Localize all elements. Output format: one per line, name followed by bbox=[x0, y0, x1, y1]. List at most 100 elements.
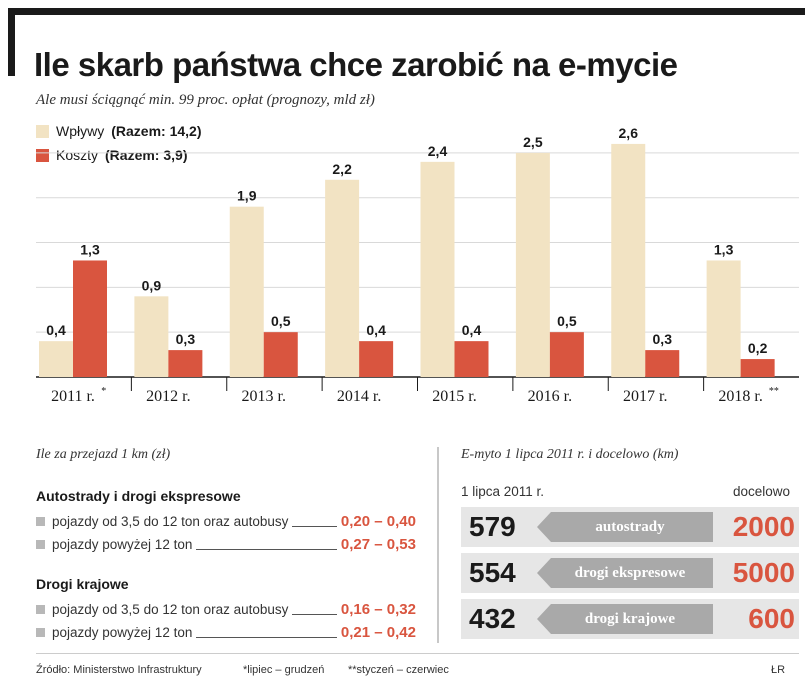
legend-item-koszty: Koszty (Razem: 3,9) bbox=[36, 147, 187, 163]
chart-subtitle: Ale musi ściągnąć min. 99 proc. opłat (p… bbox=[36, 92, 375, 108]
data-label: 1,3 bbox=[714, 241, 734, 257]
footer-source: Źródło: Ministerstwo Infrastruktury bbox=[36, 664, 202, 676]
data-label: 1,9 bbox=[237, 188, 257, 204]
footer-note-2: **styczeń – czerwiec bbox=[348, 664, 449, 676]
x-tick-label: 2013 r. bbox=[242, 388, 286, 405]
x-tick-footnote-mark: * bbox=[101, 386, 106, 397]
emyto-row-autostrady: 579 autostrady 2000 bbox=[461, 507, 799, 547]
rate-label: pojazdy powyżej 12 ton bbox=[52, 624, 193, 640]
rate-leader-line bbox=[196, 538, 337, 550]
emyto-road-type: drogi krajowe bbox=[584, 611, 676, 627]
frame-left-border bbox=[8, 8, 15, 76]
legend-label-wplywy: Wpływy bbox=[56, 123, 105, 139]
chart-title: Ile skarb państwa chce zarobić na e-myci… bbox=[34, 46, 678, 83]
rate-row: pojazdy od 3,5 do 12 ton oraz autobusy 0… bbox=[36, 600, 416, 618]
data-label: 2,2 bbox=[332, 161, 352, 177]
data-label: 2,4 bbox=[428, 143, 448, 159]
rate-row: pojazdy od 3,5 do 12 ton oraz autobusy 0… bbox=[36, 512, 416, 530]
bar-koszty bbox=[359, 341, 394, 377]
data-label: 2,6 bbox=[619, 125, 639, 141]
emyto-start-km: 579 bbox=[469, 511, 516, 542]
rates-group-title: Autostrady i drogi ekspresowe bbox=[36, 488, 241, 504]
data-label: 0,4 bbox=[46, 322, 66, 338]
rate-label: pojazdy od 3,5 do 12 ton oraz autobusy bbox=[52, 601, 289, 617]
emyto-row-krajowe: 432 drogi krajowe 600 bbox=[461, 599, 799, 639]
bar-koszty bbox=[549, 332, 584, 377]
emyto-col-start: 1 lipca 2011 r. bbox=[461, 484, 545, 499]
bar-wplywy bbox=[611, 143, 646, 377]
footer-divider bbox=[36, 653, 799, 654]
emyto-title: E-myto 1 lipca 2011 r. i docelowo (km) bbox=[461, 447, 679, 462]
bar-wplywy bbox=[134, 296, 169, 377]
data-label: 0,5 bbox=[271, 313, 291, 329]
emyto-target-km: 5000 bbox=[732, 557, 795, 588]
x-tick-label: 2016 r. bbox=[528, 388, 572, 405]
x-tick-footnote-mark: ** bbox=[769, 386, 779, 397]
data-label: 0,4 bbox=[462, 322, 482, 338]
legend-item-wplywy: Wpływy (Razem: 14,2) bbox=[36, 123, 202, 139]
rate-bullet bbox=[36, 627, 45, 637]
emyto-arrow bbox=[537, 604, 713, 634]
legend-swatch-koszty bbox=[36, 148, 49, 162]
rate-leader-line bbox=[292, 515, 337, 527]
emyto-arrow bbox=[537, 512, 713, 542]
data-label: 0,4 bbox=[366, 322, 386, 338]
x-tick-label: 2014 r. bbox=[337, 388, 381, 405]
legend-total-koszty: (Razem: 3,9) bbox=[105, 147, 188, 163]
rate-value: 0,21 – 0,42 bbox=[340, 623, 416, 641]
rate-row: pojazdy powyżej 12 ton 0,27 – 0,53 bbox=[36, 535, 416, 553]
bar-koszty bbox=[73, 260, 107, 377]
bar-koszty bbox=[263, 332, 298, 377]
bar-koszty bbox=[645, 350, 680, 377]
data-label: 2,5 bbox=[523, 134, 543, 150]
rate-label: pojazdy powyżej 12 ton bbox=[52, 536, 193, 552]
section-divider bbox=[437, 447, 439, 643]
emyto-col-target: docelowo bbox=[733, 484, 791, 499]
footer-note-1: *lipiec – grudzeń bbox=[243, 664, 325, 676]
x-tick-label: 2011 r. bbox=[51, 388, 95, 405]
emyto-arrow bbox=[537, 558, 713, 588]
data-label: 0,9 bbox=[142, 277, 162, 293]
bar-chart: 0,4 1,3 2011 r. * 0,9 0,3 2012 r. 1,9 0,5 2013 r.… bbox=[36, 125, 799, 405]
emyto-start-km: 432 bbox=[469, 603, 516, 634]
bar-wplywy bbox=[515, 152, 550, 377]
x-tick-label: 2015 r. bbox=[432, 388, 476, 405]
rate-bullet bbox=[36, 516, 45, 526]
data-label: 1,3 bbox=[80, 241, 100, 257]
frame-top-border bbox=[8, 8, 805, 15]
bar-wplywy bbox=[229, 206, 264, 377]
footer-author: ŁR bbox=[771, 664, 786, 676]
emyto-road-type: drogi ekspresowe bbox=[574, 565, 686, 581]
emyto-target-km: 600 bbox=[748, 603, 795, 634]
bar-wplywy bbox=[420, 161, 455, 377]
rates-title: Ile za przejazd 1 km (zł) bbox=[36, 447, 171, 462]
legend-total-wplywy: (Razem: 14,2) bbox=[111, 123, 202, 139]
bar-koszty bbox=[740, 359, 775, 377]
x-tick-label: 2018 r. bbox=[718, 388, 762, 405]
rate-label: pojazdy od 3,5 do 12 ton oraz autobusy bbox=[52, 513, 289, 529]
rate-row: pojazdy powyżej 12 ton 0,21 – 0,42 bbox=[36, 623, 416, 641]
data-label: 0,2 bbox=[748, 340, 768, 356]
x-tick-label: 2012 r. bbox=[146, 388, 190, 405]
rate-leader-line bbox=[196, 626, 337, 638]
rate-bullet bbox=[36, 539, 45, 549]
emyto-row-ekspresowe: 554 drogi ekspresowe 5000 bbox=[461, 553, 799, 593]
emyto-target-km: 2000 bbox=[732, 511, 795, 542]
legend-swatch-wplywy bbox=[36, 124, 49, 138]
legend-label-koszty: Koszty bbox=[56, 147, 99, 163]
bar-koszty bbox=[168, 350, 203, 377]
rate-value: 0,27 – 0,53 bbox=[340, 535, 416, 553]
rates-group-title: Drogi krajowe bbox=[36, 576, 129, 592]
x-tick-label: 2017 r. bbox=[623, 388, 667, 405]
bar-wplywy bbox=[39, 341, 73, 377]
rate-value: 0,16 – 0,32 bbox=[340, 600, 416, 618]
data-label: 0,5 bbox=[557, 313, 577, 329]
bar-wplywy bbox=[706, 260, 741, 377]
rate-leader-line bbox=[292, 603, 337, 615]
rate-value: 0,20 – 0,40 bbox=[340, 512, 416, 530]
emyto-road-type: autostrady bbox=[595, 519, 665, 535]
data-label: 0,3 bbox=[176, 331, 196, 347]
data-label: 0,3 bbox=[653, 331, 673, 347]
bar-koszty bbox=[454, 341, 489, 377]
rate-bullet bbox=[36, 604, 45, 614]
